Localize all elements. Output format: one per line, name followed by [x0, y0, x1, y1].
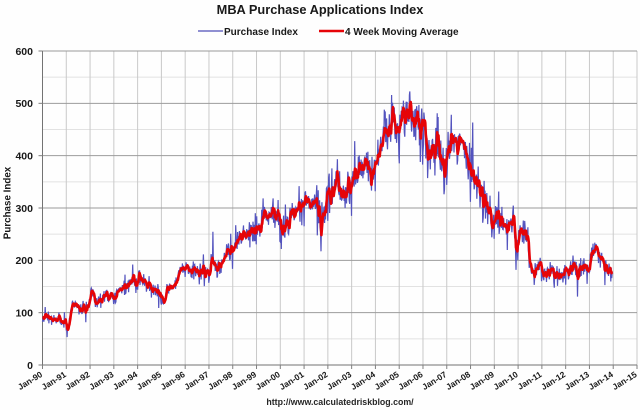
svg-text:Jan-04: Jan-04 — [349, 369, 377, 392]
svg-text:4 Week Moving Average: 4 Week Moving Average — [345, 27, 459, 38]
svg-text:Jan-08: Jan-08 — [444, 369, 472, 392]
svg-text:http://www.calculatedriskblog.: http://www.calculatedriskblog.com/ — [266, 397, 414, 407]
svg-text:100: 100 — [15, 307, 33, 319]
svg-text:Jan-07: Jan-07 — [420, 369, 448, 392]
svg-text:300: 300 — [15, 203, 33, 215]
svg-text:Jan-10: Jan-10 — [492, 369, 520, 392]
svg-text:Jan-09: Jan-09 — [468, 369, 496, 392]
svg-text:Jan-00: Jan-00 — [254, 369, 282, 392]
svg-text:Jan-12: Jan-12 — [539, 369, 567, 392]
svg-text:Purchase Index: Purchase Index — [3, 166, 14, 239]
svg-text:600: 600 — [15, 46, 33, 58]
svg-text:Jan-94: Jan-94 — [111, 369, 139, 392]
svg-text:Jan-03: Jan-03 — [325, 369, 353, 392]
svg-text:Jan-98: Jan-98 — [206, 369, 234, 392]
svg-text:Jan-13: Jan-13 — [563, 369, 591, 392]
svg-text:Jan-05: Jan-05 — [373, 369, 401, 392]
svg-text:Jan-92: Jan-92 — [63, 369, 91, 392]
svg-text:Jan-95: Jan-95 — [135, 369, 163, 392]
svg-text:Jan-99: Jan-99 — [230, 369, 258, 392]
svg-text:Jan-01: Jan-01 — [277, 369, 305, 392]
svg-text:200: 200 — [15, 255, 33, 267]
svg-text:Purchase Index: Purchase Index — [224, 27, 298, 38]
svg-text:Jan-91: Jan-91 — [40, 369, 68, 392]
svg-text:Jan-06: Jan-06 — [396, 369, 424, 392]
svg-text:500: 500 — [15, 98, 33, 110]
svg-text:Jan-90: Jan-90 — [16, 369, 44, 392]
svg-text:Jan-96: Jan-96 — [159, 369, 187, 392]
svg-text:400: 400 — [15, 150, 33, 162]
svg-text:0: 0 — [27, 360, 33, 372]
svg-text:Jan-11: Jan-11 — [516, 369, 544, 392]
svg-text:Jan-97: Jan-97 — [182, 369, 210, 392]
svg-text:Jan-14: Jan-14 — [587, 369, 615, 392]
svg-text:Jan-02: Jan-02 — [301, 369, 329, 392]
svg-text:Jan-15: Jan-15 — [610, 369, 638, 392]
svg-text:Jan-93: Jan-93 — [87, 369, 115, 392]
